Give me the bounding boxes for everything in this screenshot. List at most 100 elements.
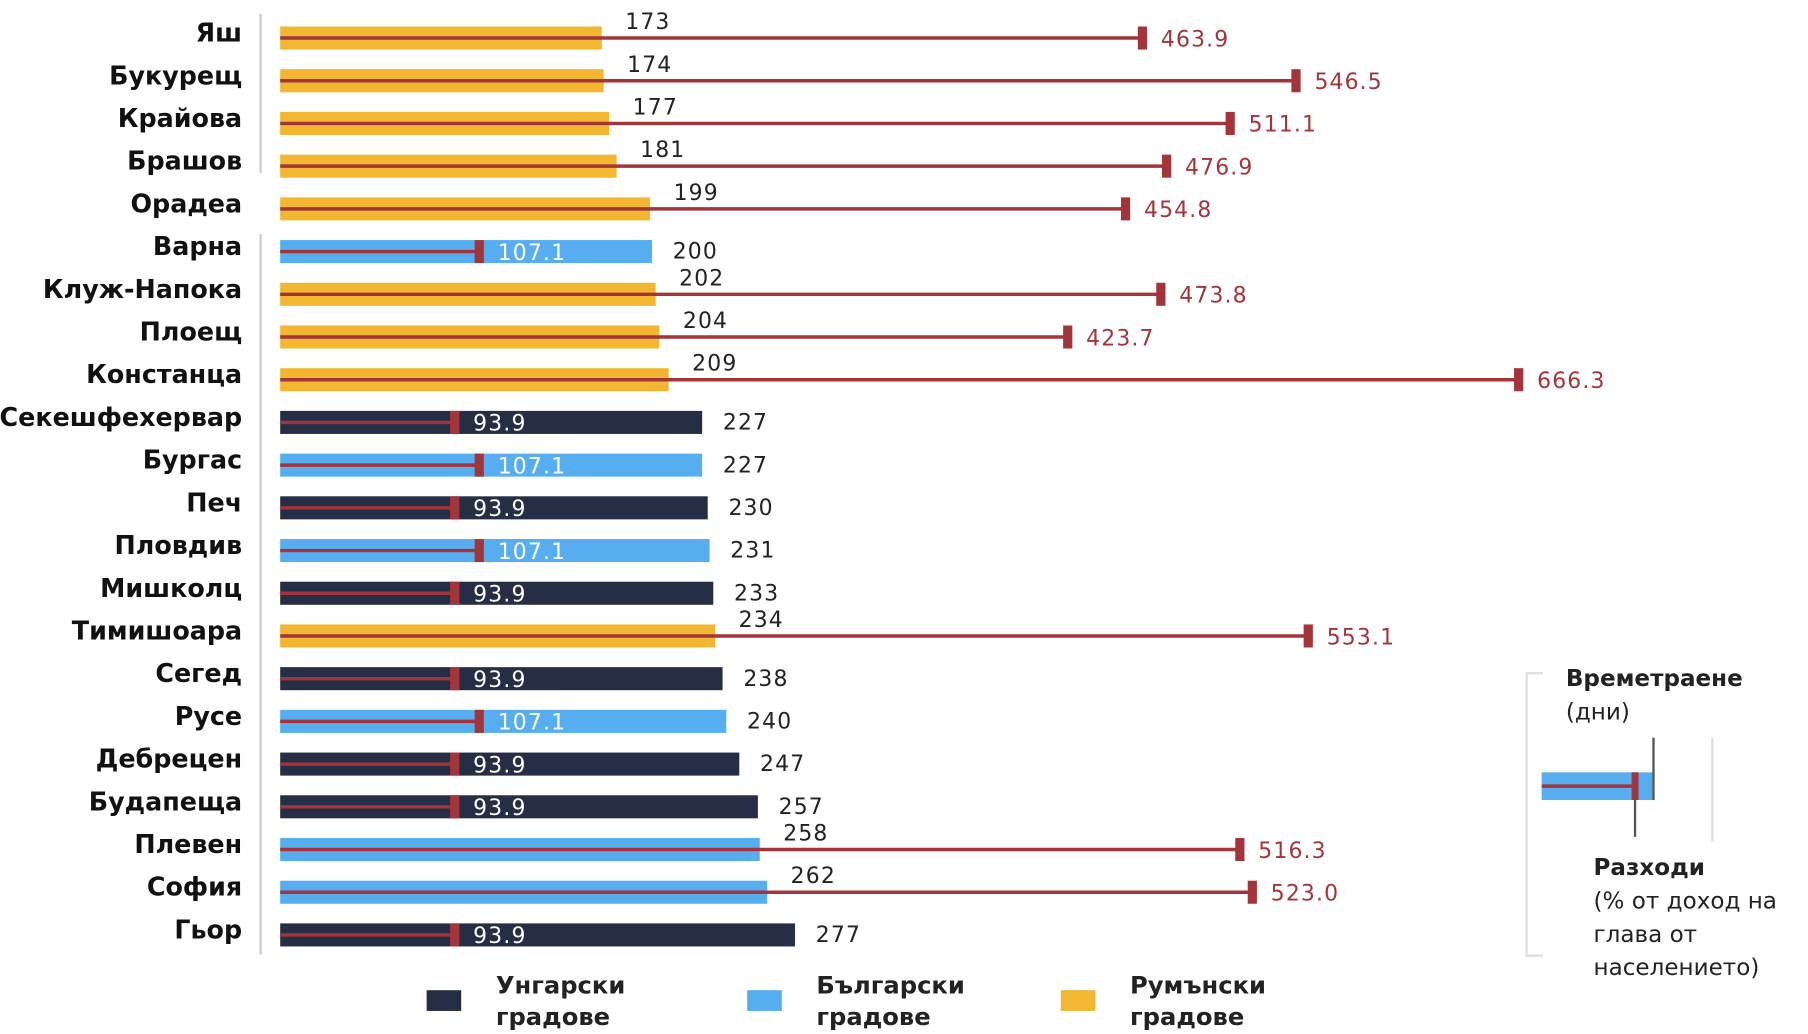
bar: [280, 795, 758, 819]
duration-label: 181: [640, 138, 685, 163]
cost-label: 516.3: [1258, 839, 1326, 864]
category-label: Тимишоара: [72, 616, 242, 646]
cost-label: 93.9: [473, 753, 526, 778]
bar: [280, 410, 703, 434]
cost-marker: [450, 581, 460, 605]
cost-marker: [474, 709, 484, 733]
cost-label: 454.8: [1144, 198, 1212, 223]
cost-label: 93.9: [473, 583, 526, 608]
cost-marker: [450, 410, 460, 434]
duration-label: 240: [747, 710, 792, 735]
cost-marker: [450, 795, 460, 819]
bar: [280, 667, 723, 691]
cost-marker: [474, 453, 484, 477]
duration-label: 209: [692, 352, 737, 377]
category-label: София: [147, 872, 242, 902]
cost-label: 93.9: [473, 497, 526, 522]
legend-label: Български градове: [816, 971, 965, 1031]
cost-marker: [1247, 880, 1257, 904]
cost-marker: [1120, 197, 1131, 221]
duration-label: 200: [673, 240, 718, 265]
cost-marker: [1235, 837, 1245, 862]
cost-label: 553.1: [1327, 625, 1395, 650]
duration-label: 258: [783, 822, 828, 847]
category-label: Печ: [186, 487, 242, 517]
cost-label: 107.1: [498, 454, 566, 479]
key-frame: [1525, 672, 1543, 957]
duration-label: 262: [791, 864, 836, 889]
category-label: Брашов: [127, 146, 242, 176]
cost-marker: [1156, 282, 1166, 306]
bar: [280, 923, 796, 947]
key-cost-title: Разходи: [1593, 853, 1705, 881]
cost-label: 666.3: [1537, 369, 1605, 394]
cost-marker: [1137, 26, 1148, 50]
duration-label: 199: [674, 181, 719, 206]
category-label: Пловдив: [115, 530, 243, 560]
legend-label: Унгарски градове: [495, 971, 626, 1031]
category-label: Плоещ: [140, 317, 242, 347]
duration-label: 173: [625, 10, 670, 35]
key-duration-title: Времетраене: [1565, 663, 1743, 692]
category-label: Букурещ: [109, 60, 242, 90]
legend-swatch: [1060, 990, 1096, 1011]
duration-label: 230: [728, 496, 773, 521]
legend-label: Румънски градове: [1129, 971, 1267, 1031]
bar: [280, 496, 708, 520]
duration-label: 234: [739, 608, 784, 633]
duration-label: 238: [743, 667, 788, 692]
duration-label: 177: [633, 95, 678, 120]
key-duration-unit: (дни): [1565, 697, 1630, 726]
bar: [280, 453, 703, 477]
bar: [280, 752, 740, 776]
cost-marker: [1291, 69, 1301, 93]
cost-marker: [474, 240, 484, 264]
cost-marker: [1303, 624, 1313, 648]
cost-marker: [1063, 325, 1073, 349]
cost-label: 423.7: [1086, 326, 1154, 351]
cost-label: 93.9: [473, 796, 526, 821]
cost-label: 546.5: [1314, 70, 1382, 95]
cost-marker: [450, 752, 460, 776]
category-label: Русе: [175, 701, 242, 731]
cost-label: 107.1: [498, 711, 566, 736]
cost-label: 476.9: [1185, 155, 1253, 180]
duration-label: 202: [679, 266, 724, 291]
cost-marker: [450, 496, 460, 520]
category-label: Констанца: [86, 359, 242, 389]
cost-marker: [1225, 111, 1235, 135]
cost-marker: [450, 667, 460, 691]
cost-marker: [1162, 154, 1172, 178]
category-label: Будапеща: [89, 786, 242, 816]
category-label: Орадеа: [131, 188, 243, 218]
category-label: Мишколц: [100, 573, 242, 603]
category-label: Клуж-Напока: [43, 274, 242, 304]
bar: [280, 539, 710, 563]
bar: [280, 581, 714, 605]
key-duration: Времетраене (дни): [1566, 662, 1743, 729]
duration-label: 257: [779, 795, 824, 820]
cost-label: 93.9: [473, 924, 526, 949]
cost-label: 523.0: [1271, 882, 1339, 907]
category-label: Гьор: [174, 914, 242, 944]
duration-label: 277: [816, 923, 861, 948]
legend-swatch: [426, 990, 462, 1011]
category-label: Плевен: [134, 829, 242, 859]
duration-label: 204: [683, 309, 728, 334]
cost-label: 463.9: [1161, 27, 1229, 52]
category-label: Варна: [153, 231, 242, 261]
duration-label: 227: [723, 411, 768, 436]
cost-label: 93.9: [473, 412, 526, 437]
legend-swatch: [747, 990, 782, 1011]
duration-label: 247: [760, 752, 805, 777]
category-label: Секешфехервар: [0, 402, 242, 432]
duration-label: 227: [723, 453, 768, 478]
duration-label: 174: [627, 53, 672, 78]
duration-label: 233: [734, 581, 779, 606]
key-cost-marker: [1631, 772, 1639, 800]
bar: [280, 709, 727, 733]
category-label: Бургас: [143, 445, 242, 475]
cost-marker: [1514, 368, 1524, 392]
